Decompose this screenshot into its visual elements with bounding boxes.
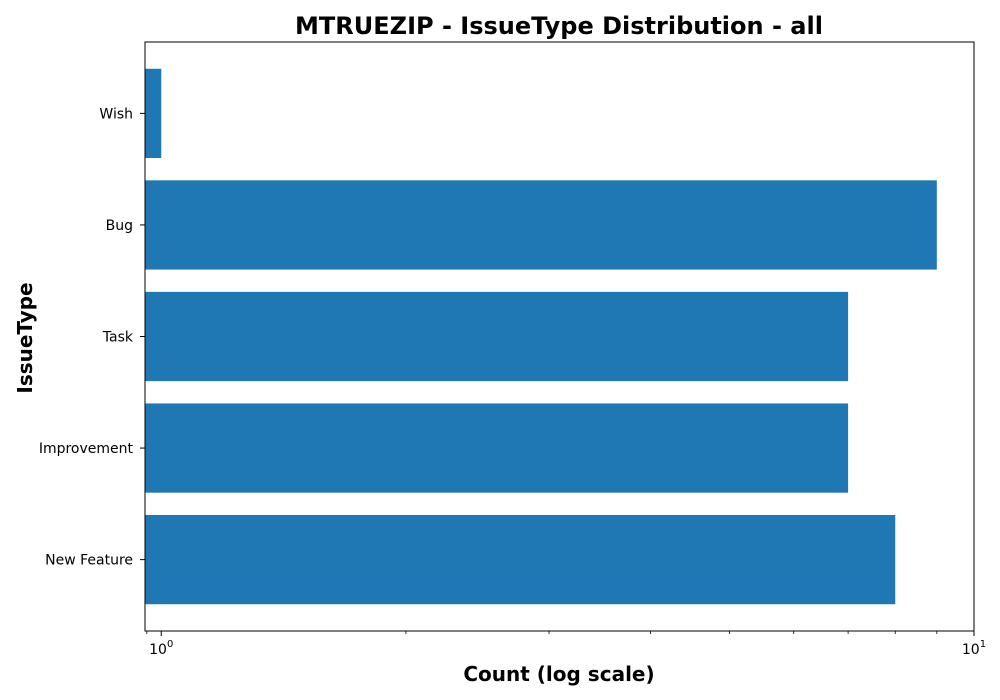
y-tick-label: Bug — [106, 218, 133, 234]
y-axis-label: IssueType — [13, 282, 37, 393]
y-tick-label: New Feature — [45, 553, 133, 569]
x-axis-label: Count (log scale) — [463, 662, 654, 686]
y-axis: Wish Bug Task Improvement New Feature — [39, 106, 145, 569]
y-tick-label: Wish — [99, 106, 133, 122]
bar-new-feature — [145, 514, 896, 605]
y-tick-label: Improvement — [39, 441, 134, 457]
x-tick-label: 101 — [962, 639, 986, 658]
x-tick-label: 100 — [149, 639, 173, 658]
bar-wish — [145, 68, 162, 159]
bar-bug — [145, 180, 937, 270]
x-axis: 100 101 — [146, 631, 986, 658]
bar-task — [145, 291, 849, 382]
bars-group — [145, 68, 937, 605]
y-tick-label: Task — [102, 330, 134, 346]
chart-title: MTRUEZIP - IssueType Distribution - all — [295, 12, 823, 40]
bar-improvement — [145, 403, 849, 493]
